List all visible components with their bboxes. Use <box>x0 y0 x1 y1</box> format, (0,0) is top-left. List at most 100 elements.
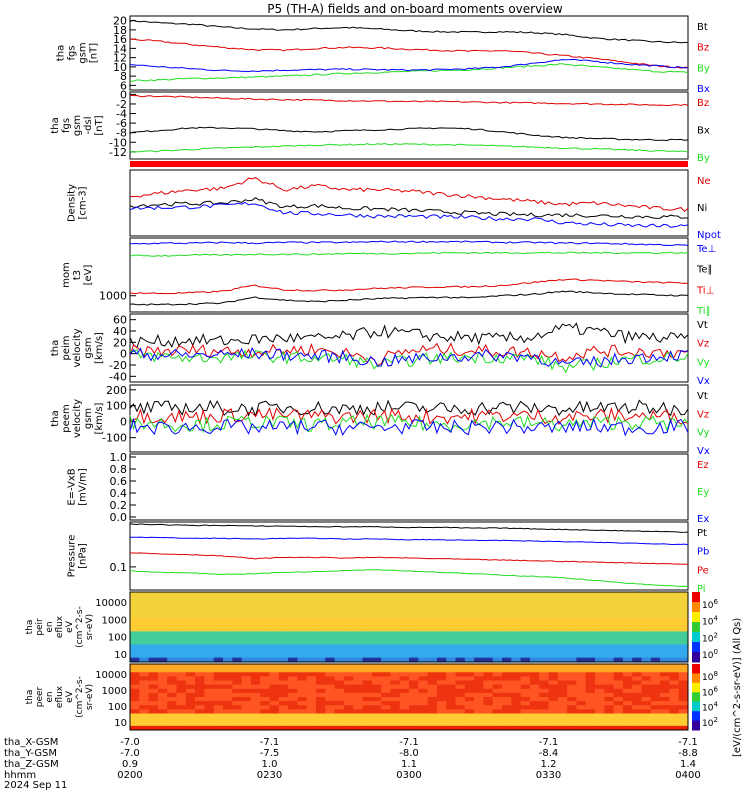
spec-cell <box>585 631 596 637</box>
y-axis-label: [cm-3] <box>78 186 89 219</box>
spec-cell <box>185 600 196 606</box>
spec-cell <box>316 684 326 690</box>
spec-cell <box>548 672 559 677</box>
spec-cell <box>576 592 587 597</box>
spec-cell <box>176 657 187 663</box>
spec-cell <box>529 680 540 686</box>
spec-cell <box>278 709 289 714</box>
y-axis-label: tha <box>56 45 67 61</box>
spec-cell <box>139 668 150 673</box>
spec-cell <box>139 644 150 650</box>
colorbar-swatch <box>692 711 700 722</box>
spec-cell <box>595 653 605 659</box>
spec-cell <box>148 672 159 677</box>
spec-cell <box>409 653 419 659</box>
spec-cell <box>232 648 243 654</box>
spec-cell <box>622 725 633 731</box>
spec-cell <box>306 613 317 619</box>
spec-cell <box>260 705 270 710</box>
spec-cell <box>650 605 661 610</box>
spec-cell <box>641 705 652 710</box>
spec-cell <box>520 600 531 606</box>
spec-cell <box>557 609 568 615</box>
legend-Te⊥: Te⊥ <box>696 244 716 255</box>
spec-cell <box>455 592 466 597</box>
spec-cell <box>390 672 401 677</box>
spec-cell <box>362 713 373 719</box>
spec-cell <box>399 717 410 723</box>
spec-cell <box>250 631 261 637</box>
spec-cell <box>139 664 150 669</box>
spec-cell <box>669 648 680 654</box>
spec-cell <box>418 713 429 719</box>
spec-cell <box>297 676 308 681</box>
spec-cell <box>474 648 484 654</box>
spec-cell <box>604 609 615 615</box>
spec-cell <box>660 725 670 731</box>
spec-cell <box>464 676 475 681</box>
spec-cell <box>520 613 531 619</box>
spec-cell <box>176 684 187 690</box>
spec-cell <box>502 635 512 641</box>
spec-cell <box>195 640 205 645</box>
spec-cell <box>464 644 475 650</box>
spec-cell <box>148 596 159 602</box>
spec-cell <box>669 680 680 686</box>
spec-cell <box>409 631 419 637</box>
spec-cell <box>427 648 438 654</box>
spec-cell <box>520 609 531 615</box>
spec-cell <box>148 721 159 727</box>
spec-cell <box>511 618 522 624</box>
spec-cell <box>595 672 605 677</box>
spec-cell <box>316 668 326 673</box>
spec-cell <box>632 644 642 650</box>
spec-cell <box>585 676 596 681</box>
spec-cell <box>334 605 345 610</box>
spec-cell <box>604 644 615 650</box>
spec-cell <box>371 596 382 602</box>
spec-cell <box>399 701 410 706</box>
spec-cell <box>241 609 252 615</box>
spec-cell <box>343 622 354 628</box>
spec-cell <box>139 709 150 714</box>
spec-cell <box>492 672 503 677</box>
spec-cell <box>474 618 484 624</box>
spec-cell <box>502 613 512 619</box>
spec-cell <box>362 692 373 698</box>
y-axis-label: [km/s] <box>94 332 105 364</box>
spec-cell <box>409 672 419 677</box>
spec-cell <box>241 709 252 714</box>
spec-cell <box>390 701 401 706</box>
spec-cell <box>390 596 401 602</box>
spec-cell <box>539 725 549 731</box>
spec-cell <box>232 692 243 698</box>
spec-cell <box>474 680 484 686</box>
spec-cell <box>557 635 568 641</box>
spec-cell <box>650 609 661 615</box>
spec-cell <box>325 613 336 619</box>
spec-cell <box>678 668 689 673</box>
spec-cell <box>241 721 252 727</box>
spec-cell <box>204 648 215 654</box>
colorbar-swatch <box>692 642 700 653</box>
series-Bx <box>129 126 689 142</box>
spec-cell <box>660 692 670 698</box>
spec-cell <box>427 725 438 731</box>
spec-cell <box>325 705 336 710</box>
spec-cell <box>232 713 243 719</box>
spec-cell <box>390 600 401 606</box>
spec-cell <box>316 664 326 669</box>
spec-cell <box>278 596 289 602</box>
spec-cell <box>502 680 512 686</box>
spec-cell <box>195 684 205 690</box>
spec-cell <box>418 627 429 632</box>
spec-cell <box>632 605 642 610</box>
spec-cell <box>176 692 187 698</box>
spec-cell <box>353 692 363 698</box>
spec-cell <box>306 688 317 694</box>
spec-cell <box>483 676 494 681</box>
spec-cell <box>650 648 661 654</box>
spec-cell <box>204 653 215 659</box>
spec-cell <box>343 635 354 641</box>
